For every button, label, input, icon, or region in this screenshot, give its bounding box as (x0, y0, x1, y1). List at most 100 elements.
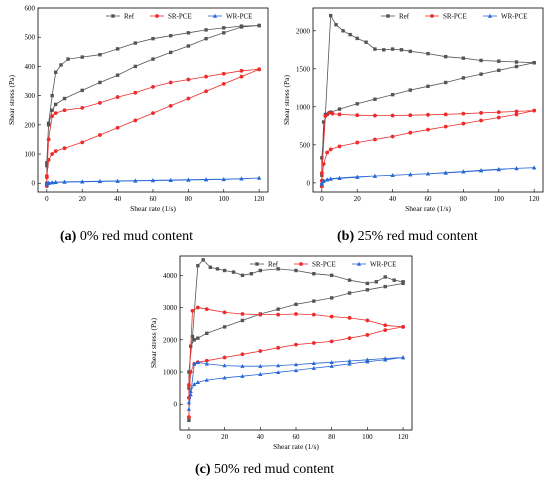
data-point-sr-pce (496, 110, 501, 115)
data-point-sr-pce (204, 307, 209, 312)
plot-frame (37, 7, 269, 193)
data-point-sr-pce (426, 112, 430, 117)
x-tick-label: 40 (114, 195, 122, 203)
y-tick-label: 0 (32, 180, 36, 188)
x-tick-label: 120 (398, 433, 409, 441)
data-point-sr-pce (373, 113, 377, 118)
data-point-ref (365, 281, 370, 286)
data-point-ref (208, 265, 213, 269)
data-point-sr-pce (168, 103, 173, 108)
x-tick-label: 0 (320, 195, 324, 203)
data-point-wr-pce (222, 375, 227, 380)
legend-label: Ref (124, 13, 135, 21)
data-point-ref (66, 57, 70, 61)
data-point-ref (347, 278, 352, 282)
data-point-ref (196, 336, 200, 340)
chart-b: 0 20 40 60 80 100 120 0 500 1000 1500 2000 Shear rat… (282, 7, 544, 213)
data-point-sr-pce (50, 152, 55, 156)
data-point-ref (390, 47, 395, 51)
data-point-sr-pce (426, 127, 430, 132)
data-point-wr-pce (276, 370, 281, 375)
data-point-ref (399, 48, 404, 52)
data-point-wr-pce (186, 177, 191, 182)
data-point-sr-pce (321, 161, 326, 166)
y-tick-label: 200 (25, 121, 36, 129)
data-point-sr-pce (50, 114, 55, 118)
chart-a: 0 20 40 60 80 100 120 0 100 200 300 400 500 600 Shear … (7, 5, 269, 213)
data-point-wr-pce (192, 382, 197, 386)
data-point-ref (479, 72, 483, 76)
data-point-wr-pce (115, 178, 120, 183)
caption-c-text: 50% red mud content (214, 462, 335, 477)
data-point-sr-pce (240, 352, 245, 357)
legend-label: WR-PCE (370, 261, 396, 269)
data-point-ref (341, 29, 345, 33)
data-point-ref (514, 60, 519, 64)
data-point-ref (80, 88, 84, 93)
x-tick-label: 20 (221, 433, 229, 441)
data-point-sr-pce (514, 112, 519, 117)
data-point-ref (239, 25, 244, 29)
data-point-wr-pce (204, 377, 209, 382)
data-point-ref (355, 36, 359, 41)
data-point-wr-pce (97, 178, 103, 183)
caption-a-letter: (a) (60, 229, 77, 244)
data-point-ref (62, 96, 67, 101)
data-point-ref (443, 54, 448, 59)
x-tick-label: 80 (328, 433, 336, 441)
data-point-ref (365, 288, 370, 292)
data-point-ref (59, 63, 63, 67)
data-point-sr-pce (62, 146, 67, 151)
series-line-ref (46, 25, 260, 184)
data-point-ref (364, 40, 368, 44)
data-point-ref (222, 325, 227, 329)
data-point-wr-pce (195, 380, 200, 385)
legend-marker (212, 13, 218, 18)
data-point-wr-pce (186, 406, 192, 411)
data-point-wr-pce (325, 177, 330, 182)
data-point-wr-pce (150, 178, 156, 183)
data-point-wr-pce (240, 373, 245, 378)
data-point-wr-pce (258, 372, 263, 376)
y-tick-label: 600 (25, 5, 36, 13)
data-point-wr-pce (203, 177, 209, 182)
data-point-wr-pce (372, 173, 378, 178)
legend-label: Ref (268, 261, 279, 269)
data-point-sr-pce (390, 134, 395, 139)
data-point-wr-pce (222, 363, 227, 368)
data-point-ref (408, 49, 413, 54)
data-point-ref (383, 284, 387, 289)
data-point-ref (187, 418, 191, 423)
data-point-sr-pce (325, 150, 330, 155)
data-point-wr-pce (329, 360, 334, 365)
data-point-sr-pce (337, 112, 342, 117)
y-axis-label: Shear stress (Pa) (149, 318, 158, 368)
data-point-sr-pce (479, 111, 483, 115)
x-tick-label: 0 (45, 195, 49, 203)
data-point-wr-pce (329, 364, 334, 368)
data-point-ref (53, 70, 58, 74)
data-point-wr-pce (195, 360, 200, 365)
data-point-wr-pce (204, 361, 209, 366)
caption-c: (c) 50% red mud content (195, 462, 334, 478)
x-tick-label: 80 (185, 195, 193, 203)
series-line-ref (321, 14, 535, 185)
data-point-ref (382, 48, 386, 52)
data-point-ref (392, 278, 396, 282)
data-point-ref (204, 28, 208, 32)
data-point-sr-pce (221, 82, 226, 86)
data-point-ref (514, 64, 519, 69)
data-point-sr-pce (62, 108, 67, 113)
data-point-sr-pce (133, 90, 138, 95)
data-point-sr-pce (532, 108, 537, 113)
data-point-sr-pce (276, 345, 281, 350)
data-point-wr-pce (239, 176, 244, 181)
data-point-sr-pce (240, 312, 245, 316)
data-point-ref (98, 80, 102, 85)
data-point-wr-pce (337, 175, 342, 180)
data-point-ref (204, 36, 208, 41)
data-point-wr-pce (221, 176, 226, 181)
data-point-sr-pce (383, 323, 388, 328)
y-tick-label: 300 (25, 92, 36, 100)
data-point-sr-pce (514, 109, 519, 114)
